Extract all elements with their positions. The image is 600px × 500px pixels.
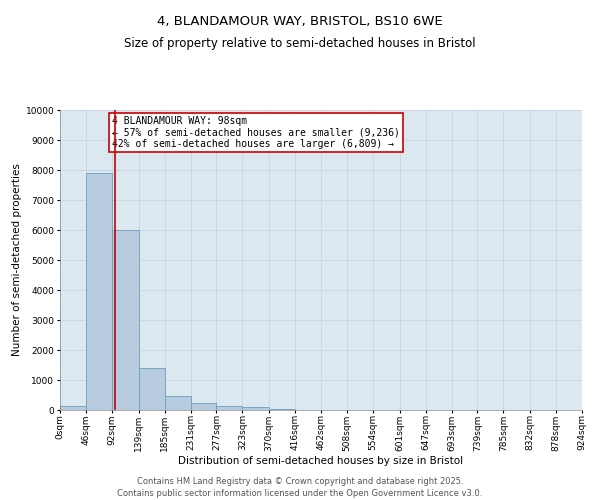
Bar [86,173,112,410]
Bar [112,230,139,410]
Bar [242,407,269,410]
Bar [60,406,86,410]
Y-axis label: Number of semi-detached properties: Number of semi-detached properties [11,164,22,356]
Bar [217,406,242,410]
Bar [139,368,164,410]
Bar [164,396,191,410]
Text: 4, BLANDAMOUR WAY, BRISTOL, BS10 6WE: 4, BLANDAMOUR WAY, BRISTOL, BS10 6WE [157,15,443,28]
Text: 4 BLANDAMOUR WAY: 98sqm
← 57% of semi-detached houses are smaller (9,236)
42% of: 4 BLANDAMOUR WAY: 98sqm ← 57% of semi-de… [112,116,400,149]
Bar [269,408,295,410]
Text: Size of property relative to semi-detached houses in Bristol: Size of property relative to semi-detach… [124,38,476,51]
Text: Contains HM Land Registry data © Crown copyright and database right 2025.
Contai: Contains HM Land Registry data © Crown c… [118,476,482,498]
X-axis label: Distribution of semi-detached houses by size in Bristol: Distribution of semi-detached houses by … [178,456,464,466]
Bar [191,402,217,410]
